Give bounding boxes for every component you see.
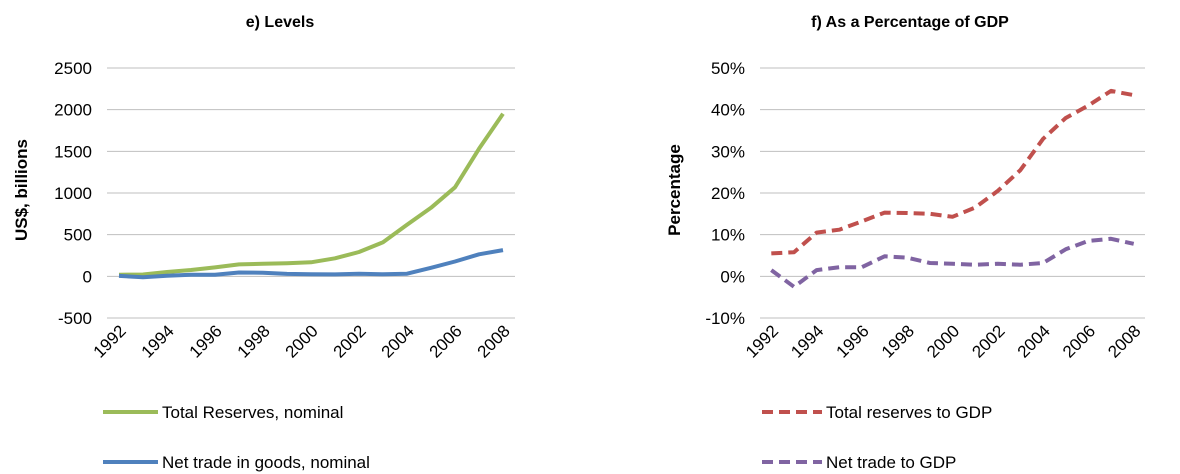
y-tick-label: -10% <box>705 309 745 328</box>
legend-label: Net trade in goods, nominal <box>162 453 370 472</box>
chart-title: f) As a Percentage of GDP <box>811 14 1009 31</box>
series-line <box>118 112 505 277</box>
y-tick-label: 1500 <box>54 142 92 161</box>
chart-levels: e) Levels US$, billions -500 0 500 1000 1500… <box>12 14 515 472</box>
y-tick-label: 40% <box>711 101 745 120</box>
y-axis-label: US$, billions <box>12 139 31 241</box>
y-tick-label: 500 <box>64 226 92 245</box>
series-line <box>771 88 1135 256</box>
chart-percent-gdp: f) As a Percentage of GDP Percentage -10… <box>665 14 1145 472</box>
x-tick-label: 1996 <box>833 321 873 361</box>
x-tick-label: 2000 <box>282 321 322 361</box>
y-tick-label: 30% <box>711 142 745 161</box>
legend-label: Net trade to GDP <box>826 453 956 472</box>
legend: Total Reserves, nominal Net trade in goo… <box>103 403 370 472</box>
y-tick-label: 2500 <box>54 59 92 78</box>
series-line <box>118 248 504 280</box>
y-tick-label: 2000 <box>54 101 92 120</box>
legend-label: Total Reserves, nominal <box>162 403 343 422</box>
x-tick-label: 2006 <box>1059 321 1099 361</box>
y-tick-labels: -500 0 500 1000 1500 2000 2500 <box>54 59 92 328</box>
y-tick-label: 20% <box>711 184 745 203</box>
x-tick-label: 2000 <box>923 321 963 361</box>
series-lines <box>118 112 505 280</box>
x-tick-label: 1996 <box>186 321 226 361</box>
series-line <box>770 236 1135 289</box>
x-tick-label: 1994 <box>787 321 827 361</box>
x-tick-label: 2004 <box>378 321 418 361</box>
x-tick-label: 2008 <box>474 321 514 361</box>
y-tick-label: 0% <box>720 267 745 286</box>
y-tick-label: 0 <box>83 267 92 286</box>
gridlines <box>107 67 515 319</box>
x-tick-label: 2002 <box>968 321 1008 361</box>
x-tick-label: 1992 <box>90 321 130 361</box>
x-tick-label: 1998 <box>878 321 918 361</box>
x-tick-label: 2002 <box>330 321 370 361</box>
y-tick-label: 10% <box>711 226 745 245</box>
legend: Total reserves to GDP Net trade to GDP <box>762 403 992 472</box>
gridlines <box>760 67 1145 319</box>
chart-title: e) Levels <box>246 14 315 31</box>
x-tick-label: 2008 <box>1104 321 1144 361</box>
x-tick-labels: 1992 1994 1996 1998 2000 2002 2004 2006 2008 <box>90 321 514 361</box>
y-axis-label: Percentage <box>665 144 684 236</box>
series-lines <box>770 88 1135 289</box>
legend-label: Total reserves to GDP <box>826 403 992 422</box>
x-tick-label: 1992 <box>742 321 782 361</box>
x-tick-label: 1994 <box>138 321 178 361</box>
x-tick-label: 2004 <box>1014 321 1054 361</box>
x-tick-label: 2006 <box>426 321 466 361</box>
y-tick-label: 50% <box>711 59 745 78</box>
y-tick-labels: -10% 0% 10% 20% 30% 40% 50% <box>705 59 745 328</box>
y-tick-label: 1000 <box>54 184 92 203</box>
y-tick-label: -500 <box>58 309 92 328</box>
x-tick-labels: 1992 1994 1996 1998 2000 2002 2004 2006 2008 <box>742 321 1145 361</box>
x-tick-label: 1998 <box>234 321 274 361</box>
